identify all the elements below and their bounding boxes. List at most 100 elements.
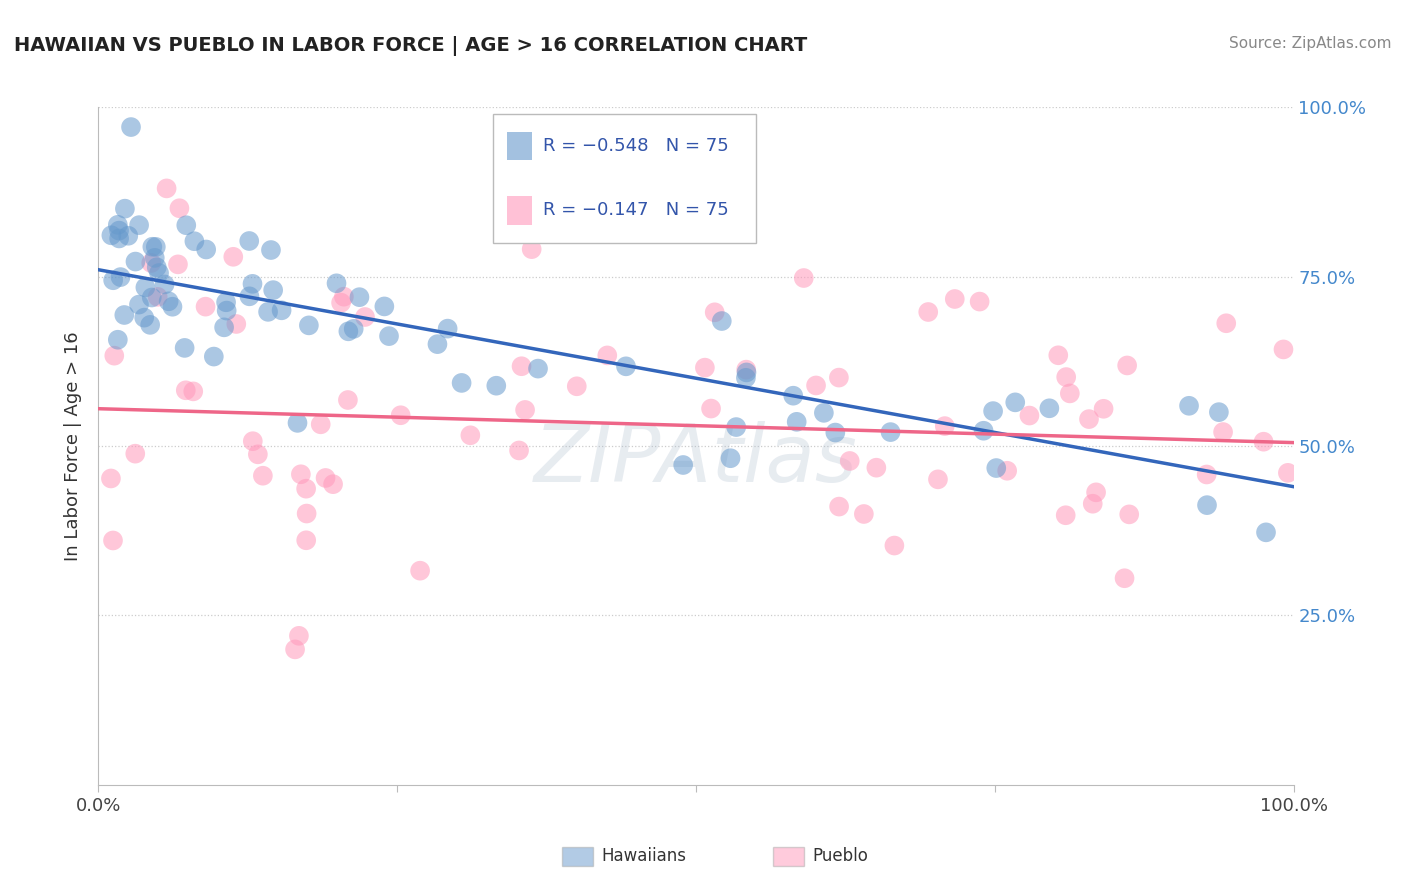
Point	[242, 277, 264, 291]
Point	[295, 507, 318, 521]
Point	[139, 318, 162, 332]
Point	[145, 260, 167, 275]
Point	[246, 447, 269, 461]
Point	[934, 419, 956, 434]
Point	[153, 277, 176, 292]
Point	[173, 341, 195, 355]
Point	[1212, 425, 1234, 439]
Point	[128, 297, 150, 311]
Point	[124, 254, 146, 268]
Point	[333, 290, 356, 304]
Point	[103, 349, 125, 363]
Point	[1114, 571, 1136, 585]
Text: R = −0.548   N = 75: R = −0.548 N = 75	[544, 137, 730, 155]
Point	[157, 294, 180, 309]
Text: Pueblo: Pueblo	[813, 847, 869, 865]
Point	[174, 384, 197, 398]
Point	[270, 303, 292, 318]
Point	[288, 629, 311, 643]
Point	[343, 322, 366, 336]
Point	[309, 417, 332, 432]
Point	[804, 378, 827, 392]
Point	[215, 295, 238, 310]
Point	[222, 250, 245, 264]
Point	[322, 477, 344, 491]
Point	[174, 219, 197, 233]
Point	[169, 201, 191, 215]
Point	[120, 120, 142, 134]
Point	[112, 308, 135, 322]
Point	[596, 348, 619, 362]
Point	[378, 329, 401, 343]
Point	[527, 361, 550, 376]
Point	[295, 533, 318, 548]
Point	[614, 359, 637, 374]
Point	[141, 240, 163, 254]
Point	[145, 240, 167, 254]
Point	[107, 333, 129, 347]
Point	[720, 451, 742, 466]
Point	[124, 447, 146, 461]
Point	[700, 401, 723, 416]
Point	[436, 321, 458, 335]
Point	[917, 305, 939, 319]
Point	[349, 290, 371, 304]
Point	[879, 425, 901, 439]
Point	[141, 256, 163, 270]
Point	[1085, 485, 1108, 500]
Point	[194, 300, 217, 314]
Point	[927, 472, 949, 486]
Point	[883, 539, 905, 553]
Point	[295, 482, 318, 496]
Point	[315, 471, 337, 485]
Point	[100, 471, 122, 485]
Point	[943, 292, 966, 306]
Point	[565, 379, 588, 393]
Point	[252, 468, 274, 483]
Point	[450, 376, 472, 390]
Point	[354, 310, 377, 324]
Point	[409, 564, 432, 578]
Point	[426, 337, 449, 351]
Point	[1195, 467, 1218, 482]
Point	[782, 389, 804, 403]
Point	[1078, 412, 1101, 426]
Point	[973, 424, 995, 438]
Point	[212, 320, 235, 334]
Point	[828, 370, 851, 384]
Point	[672, 458, 695, 472]
Point	[117, 228, 139, 243]
Point	[1092, 401, 1115, 416]
Point	[1277, 466, 1299, 480]
Point	[460, 428, 482, 442]
Point	[986, 461, 1008, 475]
Point	[108, 231, 131, 245]
Point	[735, 362, 758, 376]
Point	[336, 392, 359, 407]
Text: HAWAIIAN VS PUEBLO IN LABOR FORCE | AGE > 16 CORRELATION CHART: HAWAIIAN VS PUEBLO IN LABOR FORCE | AGE …	[14, 36, 807, 55]
Point	[238, 289, 260, 303]
Point	[181, 384, 204, 399]
Point	[981, 404, 1004, 418]
Point	[1272, 343, 1295, 357]
Point	[290, 467, 312, 482]
Point	[262, 283, 284, 297]
Point	[389, 409, 412, 423]
Point	[156, 181, 179, 195]
Point	[114, 202, 136, 216]
Text: Source: ZipAtlas.com: Source: ZipAtlas.com	[1229, 36, 1392, 51]
Point	[1054, 508, 1077, 523]
Point	[1059, 386, 1081, 401]
Point	[824, 425, 846, 440]
Point	[148, 266, 170, 280]
Point	[100, 228, 122, 243]
Text: R = −0.147   N = 75: R = −0.147 N = 75	[544, 202, 730, 219]
Point	[1081, 497, 1104, 511]
Point	[1054, 370, 1077, 384]
Point	[128, 218, 150, 232]
Point	[107, 218, 129, 232]
Point	[1004, 395, 1026, 409]
Point	[510, 359, 533, 374]
Point	[373, 300, 395, 314]
Point	[1253, 434, 1275, 449]
